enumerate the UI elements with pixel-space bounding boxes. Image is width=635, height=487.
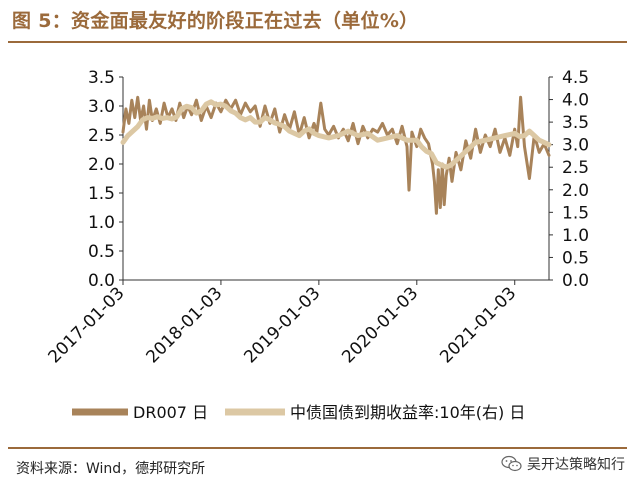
x-tick-label: 2021-01-03 <box>436 283 520 367</box>
y-left-tick-label: 1.5 <box>88 184 115 204</box>
legend-label-dr007: DR007 日 <box>133 403 208 422</box>
y-right-tick-label: 1.5 <box>562 203 589 223</box>
chart: 0.00.51.01.52.02.53.03.50.00.51.01.52.02… <box>45 68 590 422</box>
x-tick-label: 2019-01-03 <box>240 283 324 367</box>
source-note: 资料来源：Wind，德邦研究所 <box>16 461 206 477</box>
watermark-text: 吴开达策略知行 <box>527 457 625 473</box>
legend-label-bond-yield: 中债国债到期收益率:10年(右) 日 <box>290 403 525 422</box>
y-left-tick-label: 3.5 <box>88 68 115 88</box>
y-right-tick-label: 2.0 <box>562 181 589 201</box>
series-line-bond-yield-10y <box>120 99 552 170</box>
y-right-tick-label: 4.5 <box>562 68 589 88</box>
title-divider <box>8 41 627 43</box>
x-tick-label: 2017-01-03 <box>45 283 129 367</box>
plot-area: 0.00.51.01.52.02.53.03.50.00.51.01.52.02… <box>45 68 590 422</box>
y-right-tick-label: 3.5 <box>562 113 589 133</box>
y-right-tick-label: 1.0 <box>562 226 589 246</box>
y-left-tick-label: 0.5 <box>88 242 115 262</box>
figure-title: 图 5：资金面最友好的阶段正在过去（单位%） <box>12 10 419 32</box>
y-left-tick-label: 3.0 <box>88 97 115 117</box>
series-line-dr007 <box>121 95 551 215</box>
y-left-tick-label: 2.0 <box>88 155 115 175</box>
footer-divider <box>8 447 627 449</box>
watermark: 吴开达策略知行 <box>501 454 625 474</box>
y-right-tick-label: 0.5 <box>562 248 589 268</box>
y-right-tick-label: 0.0 <box>562 271 589 291</box>
y-right-tick-label: 3.0 <box>562 136 589 156</box>
y-left-tick-label: 1.0 <box>88 213 115 233</box>
y-right-tick-label: 2.5 <box>562 158 589 178</box>
x-tick-label: 2018-01-03 <box>142 283 226 367</box>
y-left-tick-label: 2.5 <box>88 126 115 146</box>
y-right-tick-label: 4.0 <box>562 91 589 111</box>
y-left-tick-label: 0.0 <box>88 271 115 291</box>
x-tick-label: 2020-01-03 <box>338 283 422 367</box>
wechat-icon <box>501 455 522 472</box>
